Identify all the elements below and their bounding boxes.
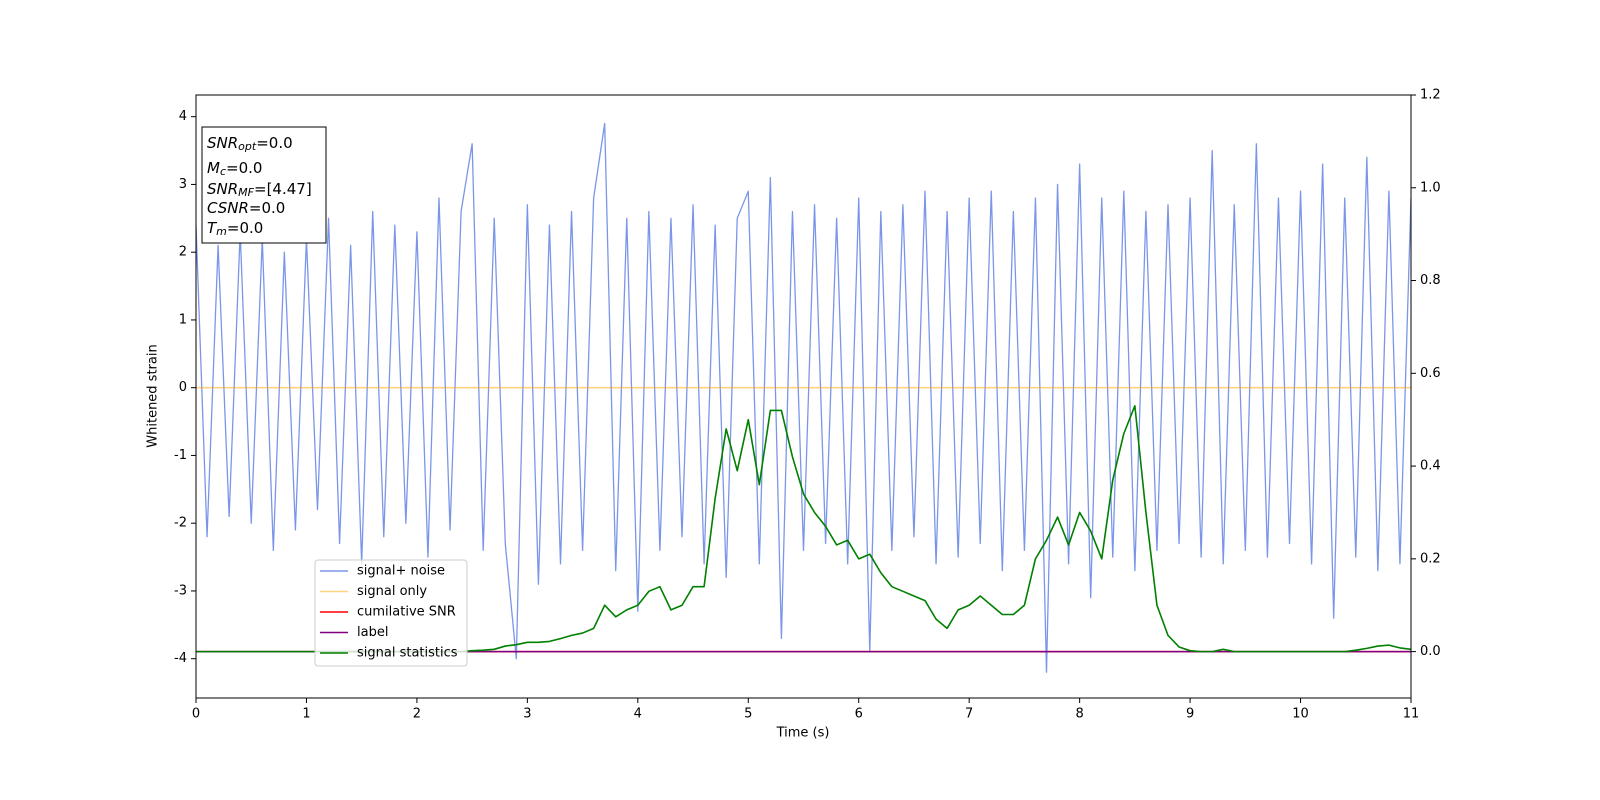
y-tick-label: -1 — [174, 448, 187, 463]
annotation-text: Tm=0.0 — [207, 219, 263, 239]
annotation-rest: =0.0 — [226, 159, 262, 177]
y-tick-label: 2 — [179, 245, 187, 260]
x-tick-label: 1 — [302, 707, 310, 722]
x-tick-label: 8 — [1075, 707, 1083, 722]
annotation-sub: MF — [238, 186, 254, 199]
x-tick-label: 6 — [855, 707, 863, 722]
x-axis-label: Time (s) — [776, 726, 830, 741]
y-tick-label: 0 — [179, 380, 187, 395]
y2-tick-label: 0.4 — [1420, 459, 1441, 474]
annotation-rest: =0.0 — [249, 199, 285, 217]
annotation-text: SNRopt=0.0 — [207, 134, 293, 154]
annotation-text: SNRMF=[4.47] — [207, 180, 312, 200]
x-tick-label: 10 — [1292, 707, 1309, 722]
y-axis-label: Whitened strain — [146, 344, 161, 447]
legend-label: signal statistics — [357, 646, 458, 661]
plot-frame — [195, 94, 1412, 699]
annotation-rest: =[4.47] — [254, 180, 312, 198]
annotation-text: Mc=0.0 — [207, 159, 262, 179]
y-tick-label: 1 — [179, 312, 187, 327]
x-tick-label: 0 — [192, 707, 200, 722]
annotation-sub: opt — [238, 140, 257, 153]
legend-label: label — [357, 625, 388, 640]
x-tick-label: 9 — [1186, 707, 1194, 722]
y2-tick-label: 1.2 — [1420, 88, 1441, 103]
legend-label: signal only — [357, 584, 427, 599]
annotation-sub: m — [216, 225, 227, 238]
legend-label: signal+ noise — [357, 564, 445, 579]
x-tick-label: 11 — [1403, 707, 1420, 722]
x-tick-label: 3 — [523, 707, 531, 722]
y2-tick-label: 0.2 — [1420, 551, 1441, 566]
y2-tick-label: 0.8 — [1420, 273, 1441, 288]
x-tick-label: 5 — [744, 707, 752, 722]
series-line — [196, 122, 1411, 673]
x-tick-label: 2 — [413, 707, 421, 722]
y2-tick-label: 1.0 — [1420, 180, 1441, 195]
annotation-text: CSNR=0.0 — [207, 199, 285, 217]
y-tick-label: -4 — [174, 651, 187, 666]
annotation-rest: =0.0 — [256, 134, 292, 152]
annotation-base: SNR — [207, 180, 238, 198]
annotation-base: M — [207, 159, 220, 177]
annotation-base: T — [207, 219, 218, 237]
y-tick-label: -2 — [174, 516, 187, 531]
x-tick-label: 7 — [965, 707, 973, 722]
y2-tick-label: 0.0 — [1420, 644, 1441, 659]
annotation-base: SNR — [207, 134, 238, 152]
y-tick-label: -3 — [174, 583, 187, 598]
legend-label: cumilative SNR — [357, 605, 456, 620]
x-tick-label: 4 — [634, 707, 642, 722]
y-tick-label: 4 — [179, 109, 187, 124]
annotation-sub: c — [220, 165, 226, 178]
annotation-base: CSNR — [207, 199, 249, 217]
legend-box — [314, 559, 468, 667]
legend: signal+ noise signal only cumilative SNR la… — [314, 559, 468, 667]
annotation-rest: =0.0 — [227, 219, 263, 237]
y-tick-label: 3 — [179, 177, 187, 192]
annotation-box — [201, 126, 327, 244]
y2-tick-label: 0.6 — [1420, 366, 1441, 381]
